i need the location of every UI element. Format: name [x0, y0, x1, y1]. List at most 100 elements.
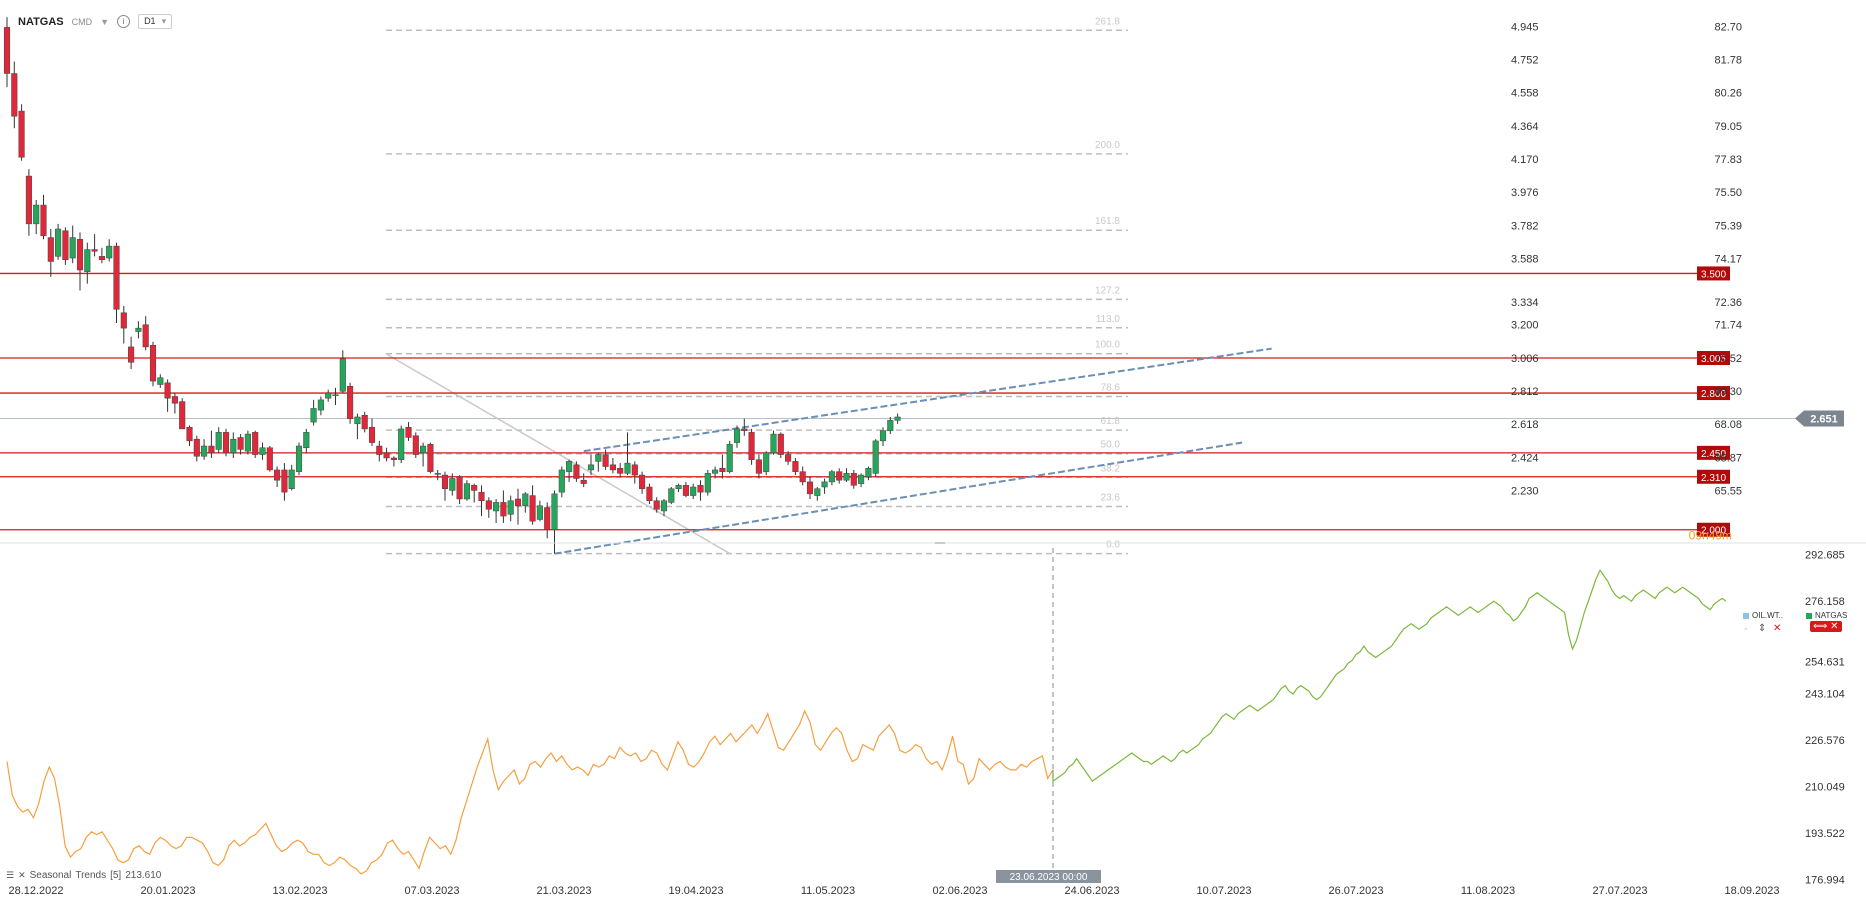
close-icon[interactable]: ✕: [18, 870, 26, 880]
candle-body: [230, 438, 237, 454]
symbol-label[interactable]: NATGAS: [18, 15, 64, 28]
price-tick-label: 3.976: [1511, 187, 1539, 199]
candle-body: [602, 454, 609, 467]
candle-body: [390, 457, 397, 460]
crosshair: 23.06.2023 00:00: [996, 548, 1101, 883]
price-tick-label: 4.945: [1511, 22, 1539, 34]
channel-upper-line: [583, 347, 1272, 453]
price-tick-label: 2.230: [1511, 485, 1539, 497]
candlestick-series: [3, 17, 901, 554]
timeframe-value: D1: [144, 16, 156, 26]
time-tick-label: 27.07.2023: [1592, 885, 1647, 897]
candle-body: [266, 447, 273, 471]
price-tick-label: 3.588: [1511, 253, 1539, 265]
price-tick-label: 3.782: [1511, 220, 1539, 232]
candle-body: [821, 481, 828, 488]
overlay-tick-label: 82.70: [1714, 22, 1742, 34]
candle-body: [836, 471, 843, 481]
fib-level-label: 113.0: [1096, 314, 1121, 325]
candle-body: [529, 495, 536, 522]
level-label: 2.310: [1701, 473, 1726, 484]
fib-level-label: 0.0: [1106, 540, 1120, 551]
price-tick-label: 4.752: [1511, 55, 1539, 67]
candle-body: [887, 420, 894, 431]
candle-body: [420, 445, 427, 454]
price-axis[interactable]: 4.945 82.70 4.752 81.78 4.558 80.26 4.364 79.05…: [1511, 22, 1845, 887]
circle-icon[interactable]: ◦: [1744, 624, 1748, 635]
candle-body: [11, 73, 18, 117]
chevron-down-icon: ▾: [161, 16, 167, 26]
level-label-box: [1697, 522, 1730, 537]
legend-oil[interactable]: OIL.WT..: [1743, 611, 1783, 620]
candle-body: [332, 394, 339, 397]
fib-level-label: 161.8: [1095, 216, 1120, 227]
candle-body: [843, 473, 850, 481]
candle-body: [690, 486, 697, 496]
time-tick-label: 26.07.2023: [1328, 885, 1383, 897]
candle-body: [84, 249, 91, 272]
price-tick-label: 3.006: [1511, 353, 1539, 365]
fib-level-label: 23.6: [1101, 492, 1121, 503]
candle-body: [113, 245, 120, 310]
seasonal-trend-line: [6, 569, 1727, 875]
overlay-tick-label: 65.87: [1714, 452, 1742, 464]
candle-body: [157, 377, 164, 385]
candle-body: [639, 474, 646, 489]
candle-body: [566, 461, 573, 472]
level-label: 3.500: [1701, 269, 1726, 280]
candle-body: [179, 401, 186, 430]
candle-body: [208, 445, 215, 454]
close-icon[interactable]: ✕: [1773, 623, 1782, 634]
candle-body: [733, 428, 741, 443]
candle-body: [427, 444, 434, 472]
candle-body: [872, 440, 879, 474]
candle-body: [201, 445, 208, 457]
legend-swatch: [1806, 612, 1812, 619]
fib-level-label: 200.0: [1095, 140, 1120, 151]
candle-body: [471, 485, 478, 491]
time-tick-label: 21.03.2023: [536, 885, 591, 897]
indicator-value: 213.610: [125, 870, 162, 881]
candle-body: [748, 432, 755, 460]
price-tick-label: 3.200: [1511, 320, 1539, 332]
candle-body: [463, 483, 470, 500]
candle-body: [587, 464, 595, 471]
horizontal-levels[interactable]: 3.500 3.005 2.800 2.450 2.310 2.000: [0, 266, 1730, 537]
overlay-tick-label: 72.36: [1714, 297, 1742, 309]
timeframe-select[interactable]: D1 ▾: [138, 14, 173, 29]
candle-body: [485, 500, 492, 510]
fib-anchor-line: [385, 353, 731, 555]
price-tick-label: 4.170: [1511, 154, 1539, 166]
indicator-label[interactable]: ☰ ✕ Seasonal Trends [5] 213.610: [6, 870, 161, 881]
overlay-tick-label: 75.39: [1714, 220, 1742, 232]
fib-level-label: 127.2: [1095, 285, 1120, 296]
current-price-marker: 2.651 09h49m: [1689, 410, 1844, 543]
level-label-box: [1697, 469, 1730, 484]
seasonal-tick-label: 292.685: [1805, 549, 1845, 561]
price-tick-label: 2.618: [1511, 419, 1539, 431]
candle-body: [405, 426, 412, 438]
overlay-tick-label: 71.74: [1714, 320, 1742, 332]
candle-body: [777, 433, 784, 455]
candle-body: [624, 462, 631, 474]
indicator-kind: Trends: [75, 870, 107, 881]
remove-indicator-button[interactable]: ⟺ ✕: [1810, 621, 1842, 632]
indicator-name: Seasonal: [29, 870, 72, 881]
chevron-down-icon[interactable]: ▼: [100, 16, 110, 27]
price-tick-label: 2.812: [1511, 386, 1539, 398]
trend-lines[interactable]: [554, 347, 1272, 555]
candle-body: [295, 445, 303, 472]
legend-natgas[interactable]: NATGAS: [1806, 611, 1847, 620]
candle-body: [879, 430, 887, 442]
candle-body: [310, 408, 317, 423]
countdown-label: 09h49m: [1689, 529, 1732, 543]
candle-body: [3, 27, 11, 74]
sort-arrows-icon[interactable]: ⇕: [1758, 623, 1767, 634]
menu-icon[interactable]: ☰: [6, 870, 15, 880]
time-axis[interactable]: 28.12.2022 20.01.2023 13.02.2023 07.03.2023…: [8, 885, 1779, 897]
info-icon[interactable]: i: [117, 15, 131, 28]
time-tick-label: 13.02.2023: [272, 885, 327, 897]
overlay-tick-label: 81.78: [1714, 55, 1742, 67]
candle-body: [806, 481, 814, 495]
